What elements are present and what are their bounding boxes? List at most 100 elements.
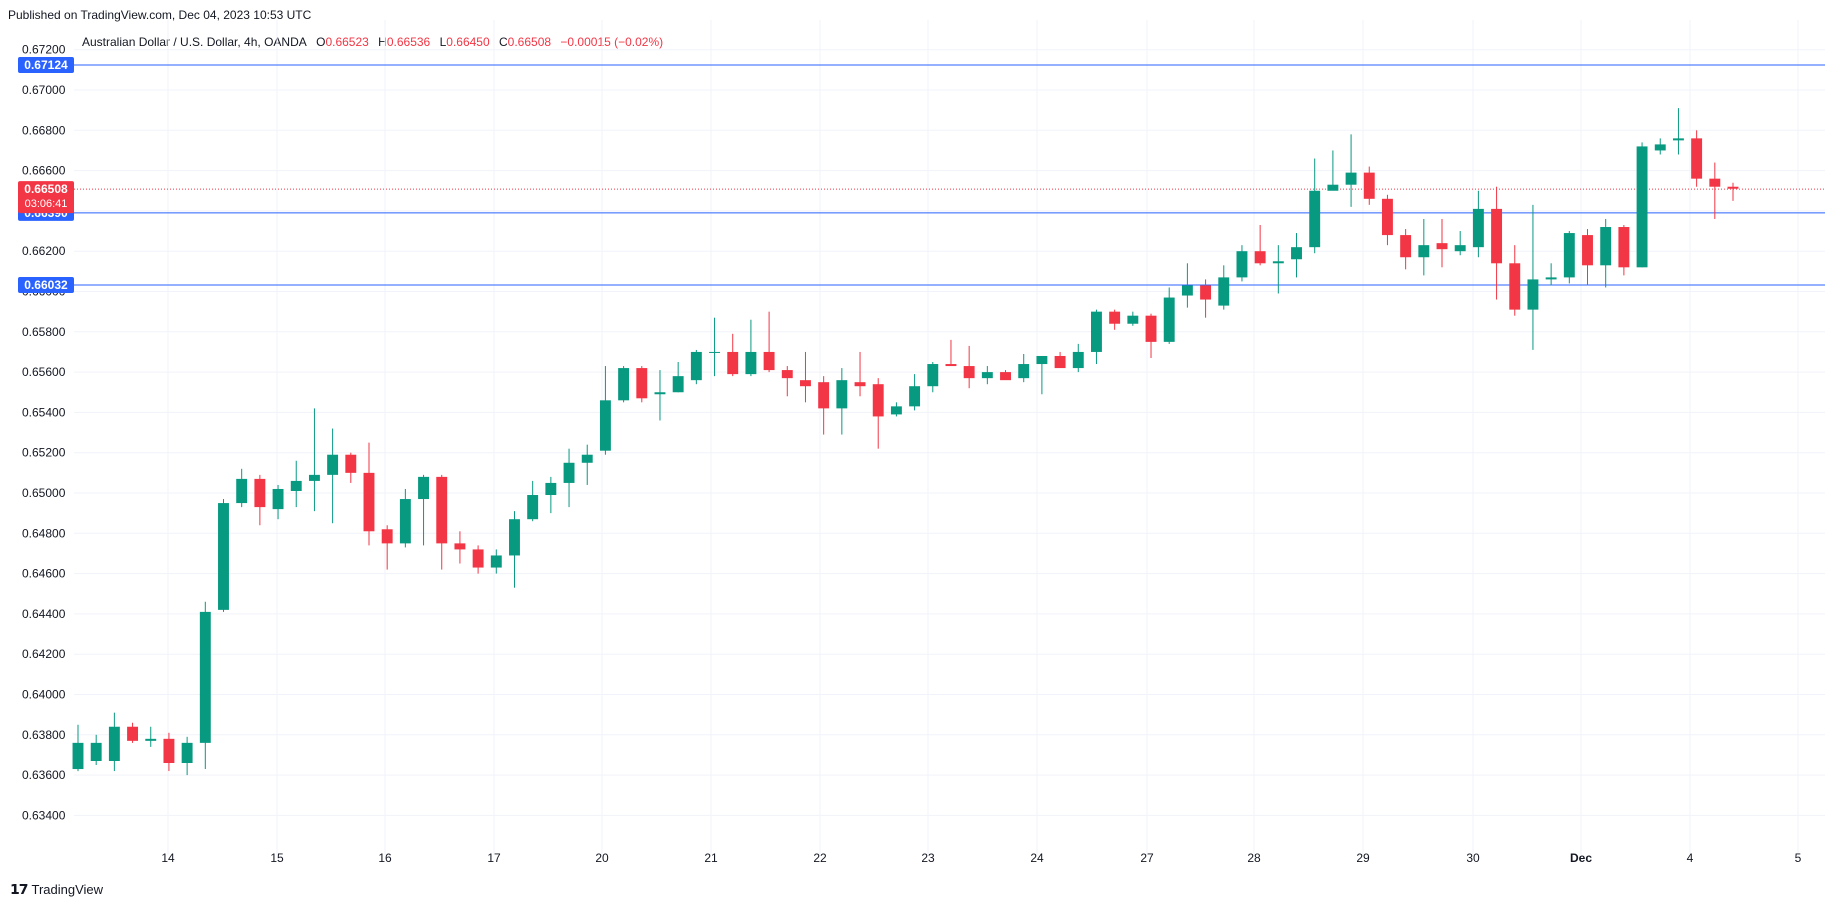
candle-down	[1363, 172, 1375, 199]
candle-up	[236, 478, 248, 504]
tradingview-footer[interactable]: 𝟭𝟳 TradingView	[10, 881, 103, 898]
x-tick-label: 21	[704, 851, 718, 865]
symbol-title[interactable]: Australian Dollar / U.S. Dollar, 4h, OAN…	[82, 35, 307, 49]
candle-up	[72, 742, 84, 770]
candle-up	[927, 364, 939, 387]
high-label: H	[378, 35, 387, 49]
candle-up	[1418, 245, 1430, 258]
candle-down	[1000, 372, 1011, 381]
x-tick-label: 4	[1687, 851, 1694, 865]
candle-up	[1563, 233, 1575, 278]
candle-down	[1054, 355, 1066, 369]
candle-up	[272, 488, 284, 510]
candle-down	[1509, 263, 1521, 310]
candle-down	[1200, 285, 1212, 300]
y-tick-label: 0.65400	[22, 405, 66, 419]
candle-down	[727, 351, 739, 375]
candle-up	[1163, 297, 1175, 342]
countdown-label: 03:06:41	[25, 198, 68, 210]
candle-down	[763, 351, 775, 371]
y-tick-label: 0.67000	[22, 83, 66, 97]
candle-up	[108, 726, 120, 761]
candle-up	[1545, 277, 1557, 280]
x-tick-label: 15	[270, 851, 284, 865]
candle-up	[1272, 261, 1284, 264]
y-tick-label: 0.64400	[22, 607, 66, 621]
candle-down	[1491, 208, 1503, 264]
candle-up	[1072, 351, 1084, 369]
open-label: O	[316, 35, 326, 49]
published-caption: Published on TradingView.com, Dec 04, 20…	[8, 8, 312, 22]
candle-up	[290, 480, 302, 491]
candle-down	[436, 476, 448, 544]
candle-down	[254, 478, 266, 508]
candle-up	[399, 499, 411, 544]
candle-up	[581, 454, 593, 463]
y-tick-label: 0.66200	[22, 244, 66, 258]
candle-up	[563, 462, 575, 483]
candle-down	[800, 380, 811, 387]
candle-up	[1454, 245, 1466, 252]
x-tick-label: 27	[1140, 851, 1154, 865]
candle-up	[145, 738, 157, 741]
candle-up	[981, 372, 993, 379]
candle-down	[872, 384, 884, 417]
candle-down	[854, 382, 866, 387]
candle-up	[1181, 285, 1193, 296]
x-tick-label: 5	[1795, 851, 1802, 865]
candle-up	[1636, 146, 1648, 268]
candle-down	[945, 364, 957, 367]
low-value: 0.66450	[446, 35, 490, 49]
candle-up	[1654, 144, 1666, 151]
candle-up	[1327, 184, 1339, 191]
tradingview-logo-icon: 𝟭𝟳	[10, 881, 29, 897]
candle-down	[818, 382, 830, 409]
candle-down	[1727, 186, 1739, 189]
candle-up	[1291, 247, 1302, 260]
candle-up	[890, 406, 902, 415]
candle-up	[90, 742, 102, 761]
y-tick-label: 0.63600	[22, 768, 66, 782]
level-price-label: 0.67124	[24, 58, 68, 72]
candle-up	[618, 368, 630, 401]
candle-down	[363, 472, 375, 532]
y-tick-label: 0.66600	[22, 164, 66, 178]
level-price-tag	[18, 57, 74, 74]
candle-up	[1527, 279, 1539, 310]
candle-up	[545, 482, 557, 496]
y-tick-label: 0.65600	[22, 365, 66, 379]
high-value: 0.66536	[386, 35, 431, 49]
candle-up	[308, 474, 320, 481]
candle-up	[909, 386, 921, 407]
x-tick-label: 24	[1030, 851, 1044, 865]
candle-down	[1436, 243, 1448, 250]
low-label: L	[439, 35, 447, 49]
candle-down	[963, 366, 975, 379]
x-tick-label: 22	[813, 851, 827, 865]
candle-up	[418, 476, 430, 500]
candle-up	[836, 380, 848, 409]
candle-up	[1091, 311, 1102, 352]
candle-up	[1345, 172, 1357, 185]
y-tick-label: 0.64600	[22, 567, 66, 581]
candle-up	[218, 503, 229, 610]
level-price-label: 0.66032	[24, 278, 68, 292]
x-tick-label: 23	[921, 851, 935, 865]
y-tick-label: 0.65200	[22, 446, 66, 460]
candle-up	[1018, 364, 1030, 379]
candle-up	[709, 351, 720, 353]
candle-up	[1309, 190, 1321, 248]
candle-down	[781, 370, 793, 379]
candle-up	[1036, 355, 1048, 365]
candle-up	[199, 611, 211, 743]
y-tick-label: 0.63400	[22, 808, 66, 822]
candle-up	[745, 351, 757, 375]
candle-up	[181, 742, 193, 764]
last-price-tag	[18, 181, 74, 214]
tradingview-brand: TradingView	[31, 882, 104, 897]
candle-up	[1127, 315, 1139, 324]
x-tick-label: Dec	[1570, 851, 1592, 865]
y-tick-label: 0.65800	[22, 325, 66, 339]
close-value: 0.66508	[507, 35, 552, 49]
